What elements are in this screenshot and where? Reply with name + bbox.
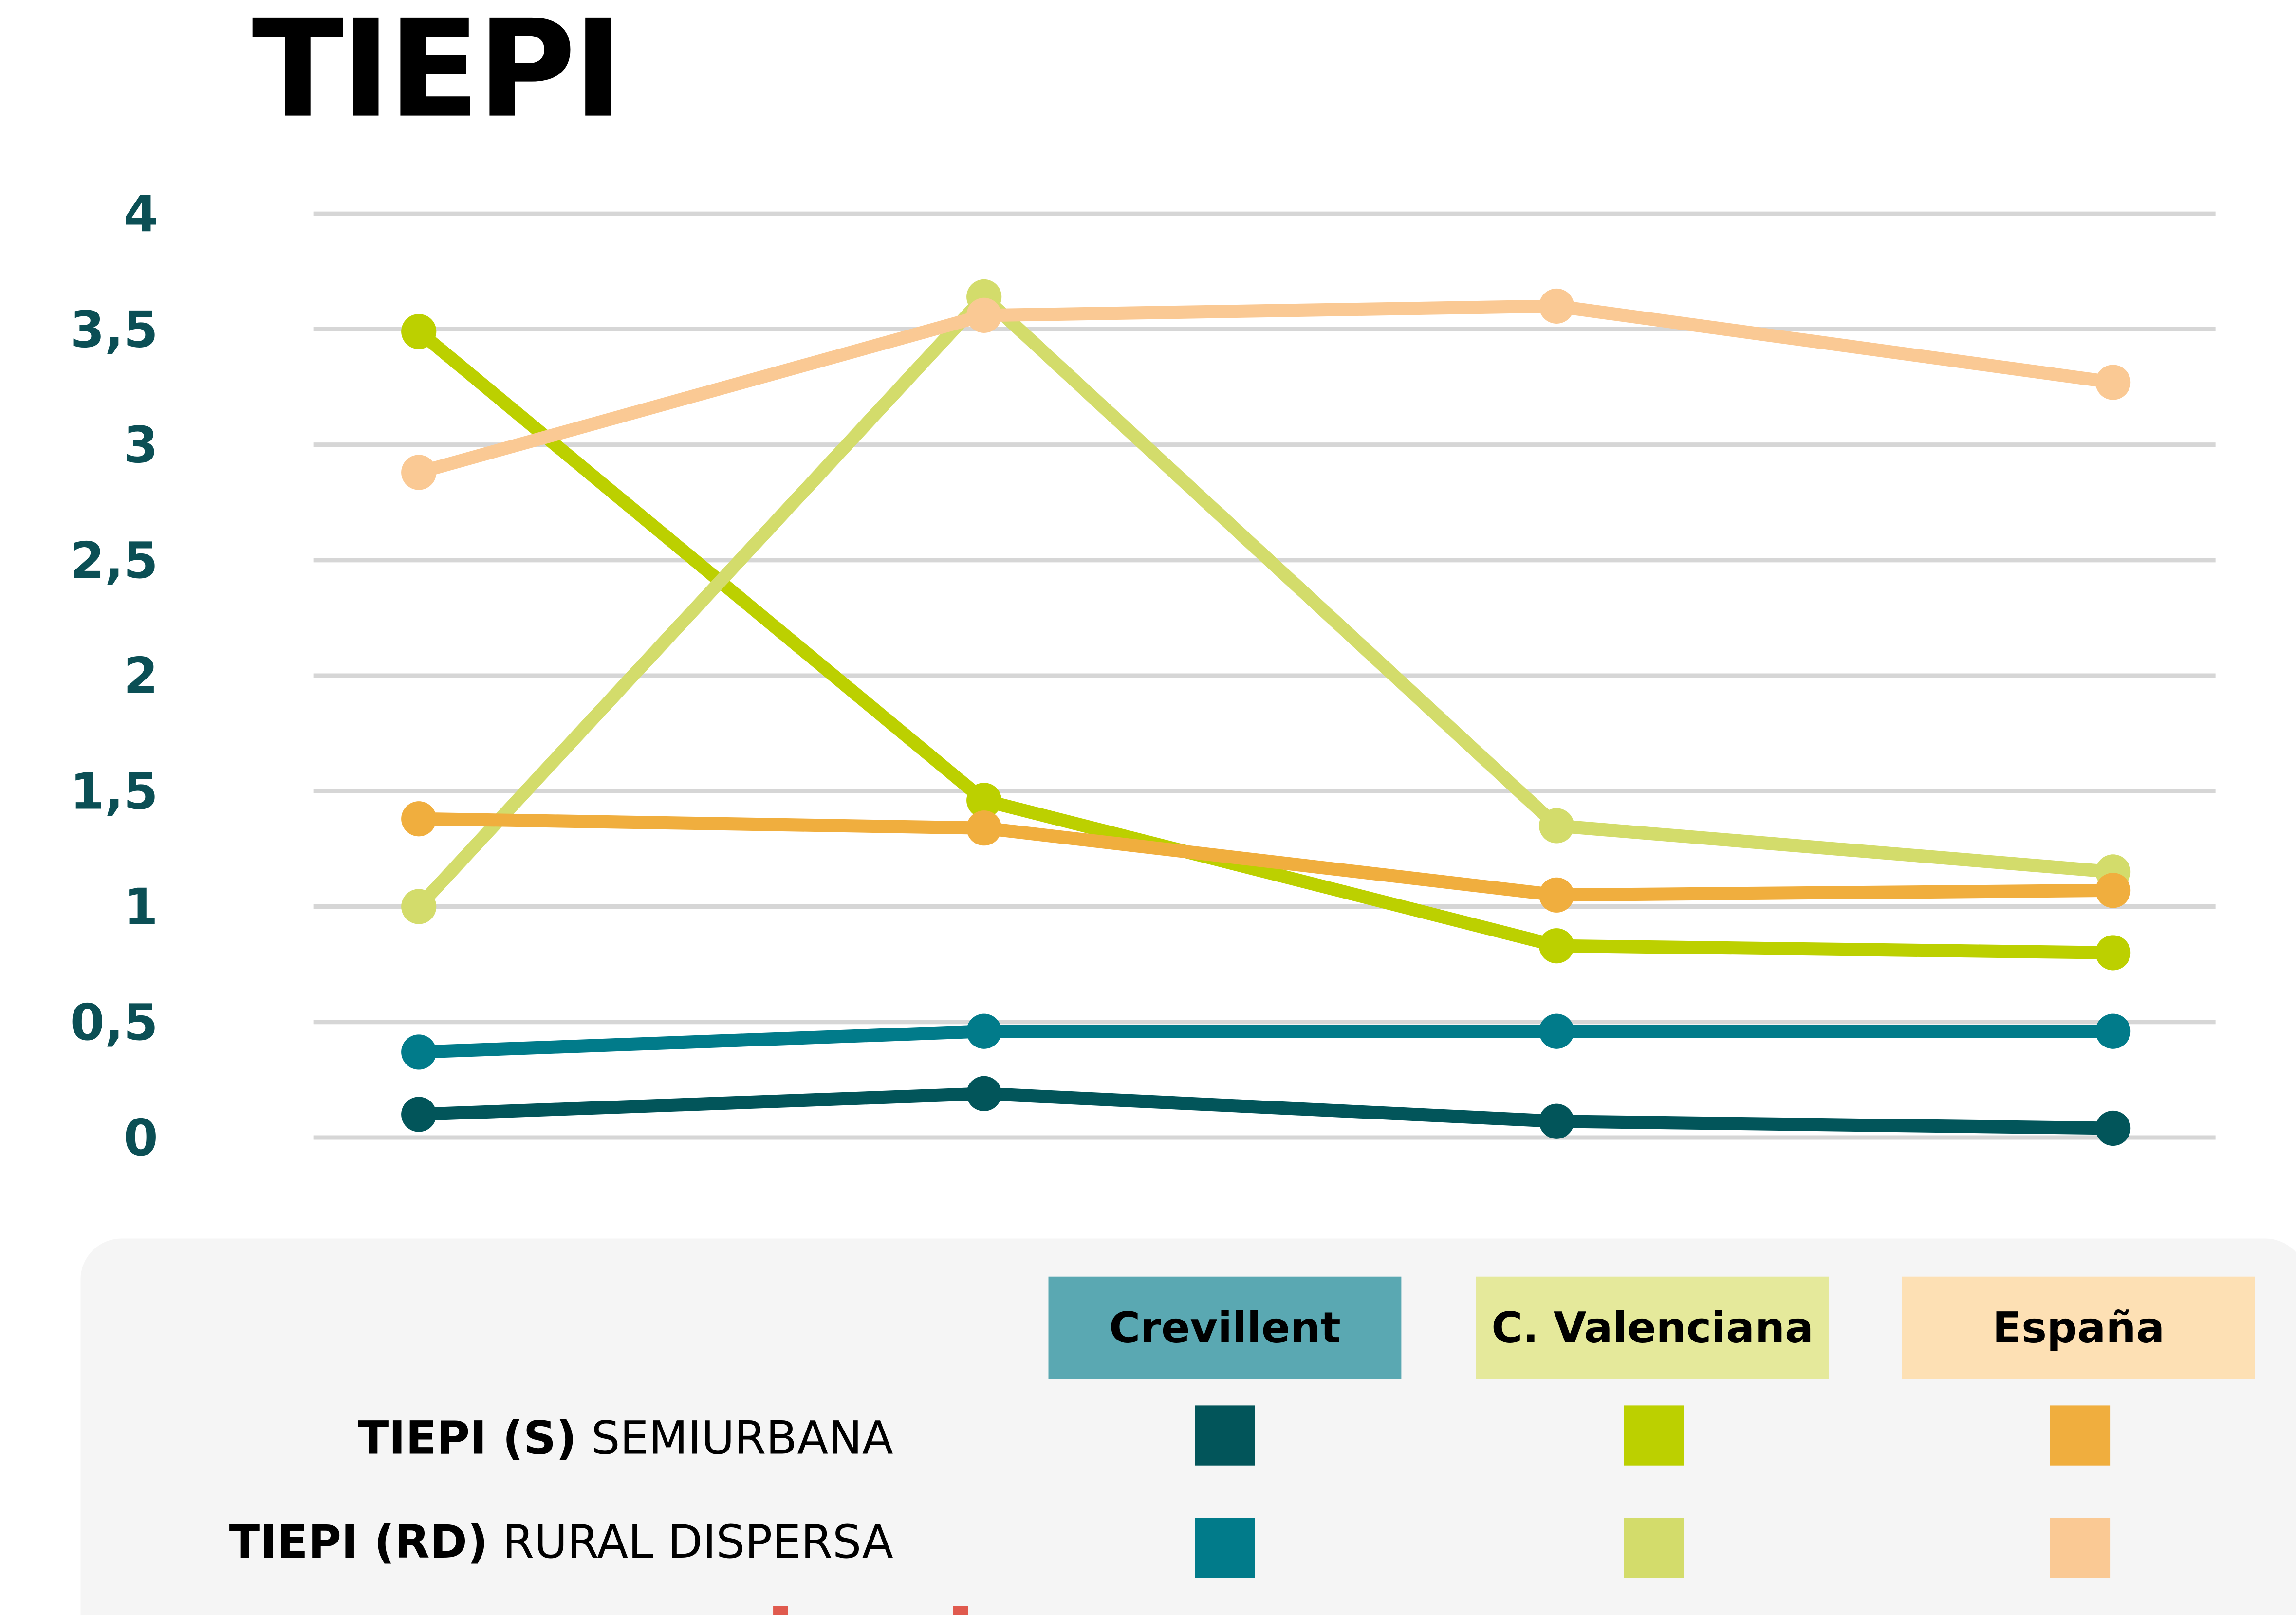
data-point — [401, 455, 437, 490]
decorative-mark — [773, 1606, 788, 1615]
series-line-0 — [418, 1087, 2113, 1135]
y-tick-label: 2 — [124, 647, 158, 705]
data-point — [966, 1076, 1002, 1111]
y-tick-label: 0,5 — [70, 994, 158, 1052]
series-line-2 — [414, 326, 2113, 959]
series-line-5 — [417, 299, 2114, 479]
data-point — [1539, 877, 1574, 913]
swatch-cv-rd — [1624, 1518, 1684, 1578]
swatch-crevillent-s — [1195, 1405, 1255, 1466]
y-tick-label: 4 — [124, 185, 158, 243]
data-point — [2095, 935, 2131, 971]
data-point — [2095, 365, 2131, 400]
data-point — [401, 1097, 437, 1132]
data-point — [2095, 873, 2131, 908]
swatch-cv-s — [1624, 1405, 1684, 1466]
legend-row-rural-dispersa: TIEPI (RD) RURAL DISPERSA — [229, 1517, 893, 1569]
data-point — [401, 314, 437, 349]
data-point — [966, 783, 1002, 818]
data-point — [1539, 1013, 1574, 1049]
legend-col-espana: España — [1902, 1276, 2255, 1379]
data-point — [401, 1034, 437, 1070]
legend-row-text: RURAL DISPERSA — [502, 1516, 893, 1570]
decorative-mark — [953, 1606, 968, 1615]
swatch-espana-rd — [2050, 1518, 2111, 1578]
y-tick-label: 1,5 — [70, 763, 158, 821]
data-point — [1539, 288, 1574, 324]
data-point — [1539, 808, 1574, 844]
y-tick-label: 2,5 — [70, 532, 158, 590]
legend-row-code: TIEPI (S) — [357, 1413, 577, 1466]
series-line-1 — [418, 1025, 2113, 1059]
swatch-crevillent-rd — [1195, 1518, 1255, 1578]
series-line-3 — [414, 290, 2114, 911]
data-point — [1539, 928, 1574, 964]
legend-col-c-valenciana: C. Valenciana — [1476, 1276, 1829, 1379]
y-tick-label: 1 — [124, 879, 158, 936]
chart-title: TIEPI — [252, 0, 623, 148]
swatch-espana-s — [2050, 1405, 2111, 1466]
data-point — [2095, 1013, 2131, 1049]
y-tick-label: 3 — [124, 417, 158, 475]
series-line-4 — [418, 812, 2113, 902]
y-tick-label: 0 — [124, 1109, 158, 1167]
legend-col-crevillent: Crevillent — [1048, 1276, 1402, 1379]
data-point — [401, 889, 437, 924]
y-tick-label: 3,5 — [70, 301, 158, 359]
data-point — [401, 801, 437, 837]
legend-row-semiurbana: TIEPI (S) SEMIURBANA — [358, 1413, 893, 1465]
legend-row-code: TIEPI (RD) — [229, 1516, 488, 1570]
data-point — [1539, 1103, 1574, 1139]
legend: Crevillent C. Valenciana España TIEPI (S… — [80, 1238, 2296, 1615]
data-point — [2095, 1110, 2131, 1146]
data-point — [966, 810, 1002, 846]
data-point — [966, 1013, 1002, 1049]
data-point — [966, 297, 1002, 333]
legend-row-text: SEMIURBANA — [591, 1413, 893, 1466]
